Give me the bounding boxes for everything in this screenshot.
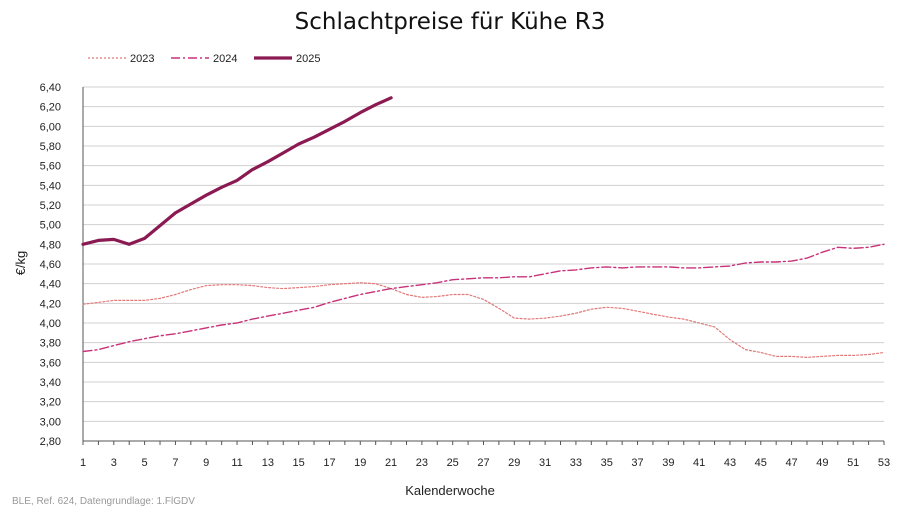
legend-label-2024: 2024 [213,53,237,65]
x-tick-label: 37 [631,457,643,469]
legend-label-2025: 2025 [296,53,320,65]
x-axis-label: Kalenderwoche [405,483,495,498]
x-tick-label: 47 [785,457,797,469]
x-tick-label: 45 [755,457,767,469]
x-tick-label: 29 [508,457,520,469]
x-tick-label: 7 [172,457,178,469]
legend-label-2023: 2023 [130,53,154,65]
x-tick-label: 3 [111,457,117,469]
y-tick-label: 3,60 [40,357,61,369]
y-tick-label: 3,20 [40,397,61,409]
y-tick-label: 3,40 [40,377,61,389]
y-tick-label: 3,80 [40,338,61,350]
source-note: BLE, Ref. 624, Datengrundlage: 1.FlGDV [12,496,195,506]
y-tick-label: 5,00 [40,220,61,232]
grid [82,86,884,442]
y-tick-label: 4,60 [40,259,61,271]
x-tick-label: 15 [293,457,305,469]
y-tick-label: 5,20 [40,200,61,212]
y-tick-label: 4,20 [40,298,61,310]
x-tick-label: 41 [693,457,705,469]
x-tick-label: 39 [662,457,674,469]
y-tick-label: 6,20 [40,102,61,114]
x-tick-label: 25 [447,457,459,469]
x-tick-label: 53 [878,457,890,469]
series-group [81,96,885,358]
y-tick-label: 4,40 [40,279,61,291]
x-tick-label: 1 [80,457,86,469]
x-tick-label: 9 [203,457,209,469]
x-tick-label: 49 [816,457,828,469]
x-tick-label: 43 [724,457,736,469]
x-tick-label: 23 [416,457,428,469]
x-tick-label: 31 [539,457,551,469]
x-tick-label: 13 [262,457,274,469]
legend: 2023 2024 2025 [88,53,320,65]
y-tick-label: 6,40 [40,82,61,94]
x-tick-label: 11 [231,457,242,469]
x-tick-label: 35 [601,457,613,469]
x-tick-label: 51 [847,457,859,469]
x-tick-label: 5 [142,457,148,469]
x-axis-ticks: 1 3 5 7 9 11 13 15 17 19 21 23 25 27 29 31 33 35 37 39 41 43 4… [80,441,890,469]
y-axis-label: €/kg [13,251,28,276]
y-tick-label: 4,80 [40,239,61,251]
y-axis-ticks: 2,80 3,00 3,20 3,40 3,60 3,80 4,00 4,20 4,40 4,60… [40,82,61,448]
series-line-2023 [82,282,885,358]
chart-title: Schlachtpreise für Kühe R3 [295,9,606,35]
series-line-2025 [81,96,393,246]
y-tick-label: 2,80 [40,436,61,448]
series-line-2024 [82,243,885,353]
x-tick-label: 17 [323,457,335,469]
y-tick-label: 3,00 [40,416,61,428]
x-tick-label: 19 [354,457,366,469]
y-tick-label: 4,00 [40,318,61,330]
y-tick-label: 5,80 [40,141,61,153]
x-tick-label: 33 [570,457,582,469]
y-tick-label: 5,40 [40,180,61,192]
x-tick-label: 27 [477,457,489,469]
y-tick-label: 6,00 [40,121,61,133]
y-tick-label: 5,60 [40,161,61,173]
x-tick-label: 21 [385,457,397,469]
